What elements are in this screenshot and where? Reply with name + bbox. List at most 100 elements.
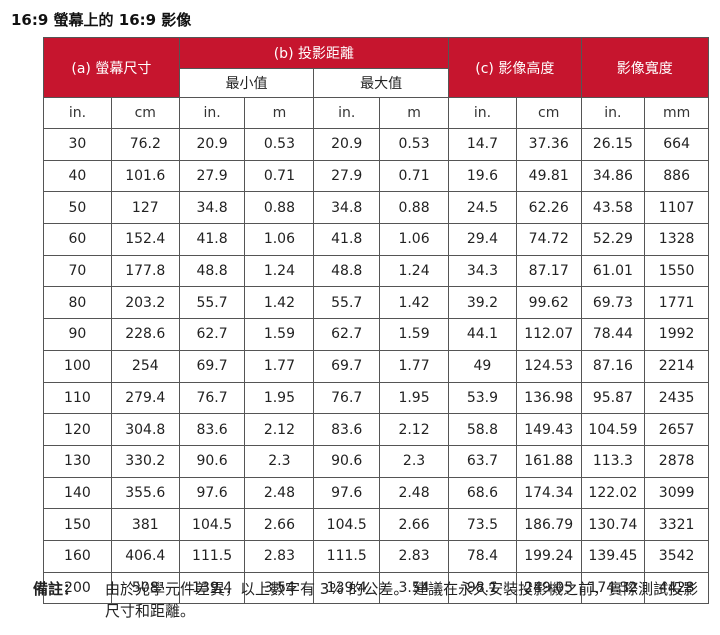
- table-cell: 26.15: [580, 128, 646, 161]
- table-cell: 68.6: [448, 476, 517, 510]
- table-cell: 0.71: [244, 159, 315, 193]
- table-cell: 2.48: [244, 476, 315, 510]
- table-cell: 70: [43, 254, 112, 288]
- table-cell: 249.05: [515, 571, 582, 605]
- table-cell: 97.6: [178, 476, 246, 510]
- table-cell: 508: [110, 571, 180, 605]
- table-cell: 39.2: [448, 286, 517, 320]
- table-cell: 41.8: [313, 223, 381, 256]
- table-cell: 186.79: [515, 508, 582, 541]
- table-cell: 30: [43, 128, 112, 161]
- table-row: 90 228.6 62.7 1.59 62.7 1.59 44.1 112.07 78.44 19…: [43, 318, 709, 351]
- table-cell: 99.62: [515, 286, 582, 320]
- table-cell: 120: [43, 413, 112, 446]
- table-cell: 52.29: [580, 223, 646, 256]
- table-cell: 104.5: [178, 508, 246, 541]
- table-cell: 74.72: [515, 223, 582, 256]
- table-row: 50 127 34.8 0.88 34.8 0.88 24.5 62.26 43.58 1107: [43, 191, 709, 225]
- header-image-width: 影像寬度: [580, 37, 710, 98]
- table-row: 40 101.6 27.9 0.71 27.9 0.71 19.6 49.81 34.86 886: [43, 159, 709, 193]
- table-cell: 664: [644, 128, 709, 161]
- table-cell: 113.3: [580, 444, 646, 478]
- table-cell: 1.42: [244, 286, 315, 320]
- table-cell: 110: [43, 381, 112, 415]
- table-cell: 3.54: [244, 571, 315, 605]
- table-cell: 1.42: [379, 286, 449, 320]
- table-cell: 104.5: [313, 508, 381, 541]
- table-cell: 73.5: [448, 508, 517, 541]
- table-cell: 69.7: [178, 349, 246, 383]
- table-cell: 3099: [644, 476, 709, 510]
- unit-cell: mm: [644, 97, 709, 129]
- table-cell: 136.98: [515, 381, 582, 415]
- table-cell: 55.7: [178, 286, 246, 320]
- table-cell: 2214: [644, 349, 709, 383]
- table-cell: 174.32: [580, 571, 646, 605]
- table-cell: 80: [43, 286, 112, 320]
- table-cell: 130.74: [580, 508, 646, 541]
- table-cell: 101.6: [110, 159, 180, 193]
- table-cell: 0.53: [244, 128, 315, 161]
- table-cell: 254: [110, 349, 180, 383]
- unit-cell: cm: [110, 97, 180, 129]
- table-cell: 2657: [644, 413, 709, 446]
- table-cell: 1.24: [244, 254, 315, 288]
- table-cell: 139.45: [580, 539, 646, 573]
- table-cell: 174.34: [515, 476, 582, 510]
- unit-cell: cm: [515, 97, 582, 129]
- table-cell: 90: [43, 318, 112, 351]
- table-cell: 330.2: [110, 444, 180, 478]
- table-cell: 2.3: [244, 444, 315, 478]
- unit-cell: in.: [313, 97, 381, 129]
- table-cell: 3542: [644, 539, 709, 573]
- table-cell: 3321: [644, 508, 709, 541]
- table-cell: 161.88: [515, 444, 582, 478]
- table-cell: 0.88: [379, 191, 449, 225]
- table-cell: 90.6: [313, 444, 381, 478]
- table-cell: 1.59: [379, 318, 449, 351]
- table-cell: 203.2: [110, 286, 180, 320]
- unit-cell: in.: [43, 97, 112, 129]
- page-title: 16:9 螢幕上的 16:9 影像: [11, 11, 192, 29]
- table-cell: 1107: [644, 191, 709, 225]
- table-cell: 34.3: [448, 254, 517, 288]
- table-cell: 1.77: [379, 349, 449, 383]
- table-cell: 122.02: [580, 476, 646, 510]
- table-cell: 14.7: [448, 128, 517, 161]
- table-cell: 48.8: [313, 254, 381, 288]
- unit-cell: m: [244, 97, 315, 129]
- unit-cell: in.: [178, 97, 246, 129]
- table-cell: 2.66: [379, 508, 449, 541]
- header-max: 最大值: [313, 68, 449, 98]
- table-cell: 4428: [644, 571, 709, 605]
- table-cell: 199.24: [515, 539, 582, 573]
- table-cell: 3.54: [379, 571, 449, 605]
- table-cell: 100: [43, 349, 112, 383]
- table-cell: 279.4: [110, 381, 180, 415]
- table-cell: 150: [43, 508, 112, 541]
- unit-cell: in.: [580, 97, 646, 129]
- table-cell: 49: [448, 349, 517, 383]
- table-cell: 886: [644, 159, 709, 193]
- table-cell: 1550: [644, 254, 709, 288]
- table-cell: 0.71: [379, 159, 449, 193]
- table-cell: 20.9: [313, 128, 381, 161]
- table-cell: 140: [43, 476, 112, 510]
- table-cell: 177.8: [110, 254, 180, 288]
- table-cell: 97.6: [313, 476, 381, 510]
- table-cell: 1328: [644, 223, 709, 256]
- table-cell: 24.5: [448, 191, 517, 225]
- table-cell: 34.8: [178, 191, 246, 225]
- table-row: 60 152.4 41.8 1.06 41.8 1.06 29.4 74.72 52.29 132…: [43, 223, 709, 256]
- table-cell: 149.43: [515, 413, 582, 446]
- table-cell: 1.24: [379, 254, 449, 288]
- table-cell: 200: [43, 571, 112, 605]
- table-cell: 2878: [644, 444, 709, 478]
- table-cell: 1771: [644, 286, 709, 320]
- table-cell: 69.73: [580, 286, 646, 320]
- table-cell: 1.06: [379, 223, 449, 256]
- table-cell: 27.9: [178, 159, 246, 193]
- table-cell: 87.17: [515, 254, 582, 288]
- table-row: 100 254 69.7 1.77 69.7 1.77 49 124.53 87.16 2214: [43, 349, 709, 383]
- header-min: 最小值: [178, 68, 315, 98]
